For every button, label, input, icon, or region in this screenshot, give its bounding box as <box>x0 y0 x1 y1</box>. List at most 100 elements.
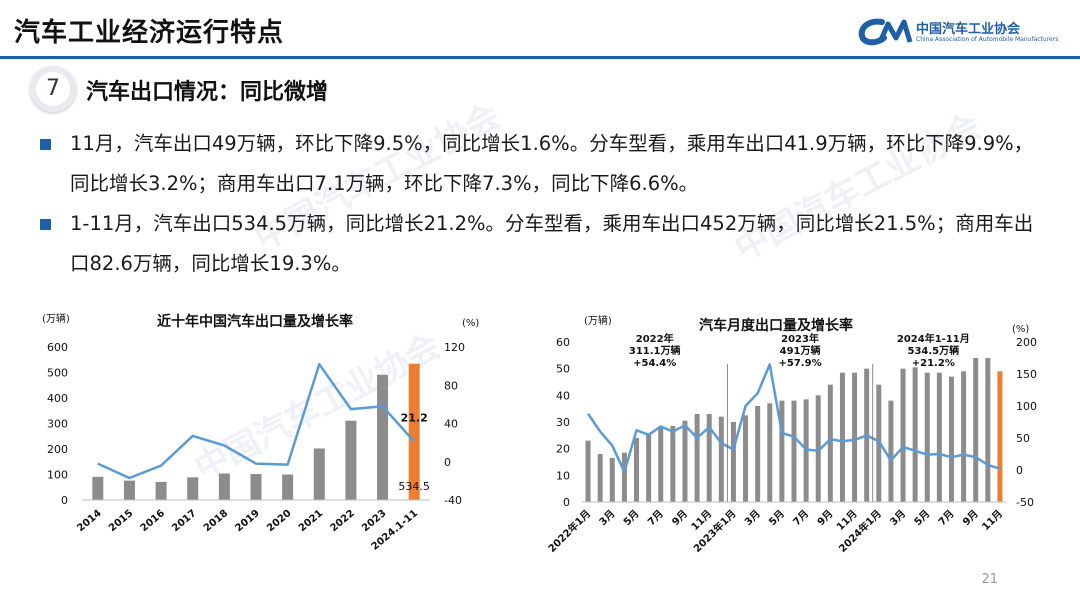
bar <box>658 427 664 502</box>
bar <box>218 473 230 500</box>
bar <box>155 481 167 500</box>
bar <box>730 422 736 502</box>
bar <box>755 406 761 502</box>
bar <box>827 384 833 502</box>
year-summary-annotation: 2024年1-11月 <box>897 332 970 345</box>
section-number: 7 <box>30 66 76 112</box>
caam-logo: 中国汽车工业协会 China Association of Automobile… <box>858 14 1058 48</box>
x-tick-label: 9月 <box>815 508 835 528</box>
highlight-bar <box>997 371 1003 502</box>
bar <box>791 400 797 502</box>
x-tick-label: 9月 <box>670 508 690 528</box>
bar <box>912 367 918 502</box>
bar-data-label: 534.5 <box>398 480 430 493</box>
y-tick-label: 0 <box>61 494 68 507</box>
x-tick-label: 5月 <box>621 508 641 528</box>
y2-axis-unit-label: (%) <box>1012 324 1029 335</box>
y-tick-label: 60 <box>556 336 570 349</box>
bar <box>585 440 591 502</box>
y2-tick-label: -40 <box>444 494 462 507</box>
y2-tick-label: 150 <box>1016 368 1037 381</box>
logo-name-cn: 中国汽车工业协会 <box>916 22 1021 37</box>
y2-tick-label: 80 <box>444 379 458 392</box>
y-axis-unit-label: (万辆) <box>584 314 612 327</box>
y-axis-unit-label: (万辆) <box>42 312 70 325</box>
bullet-text: 11月，汽车出口49万辆，环比下降9.5%，同比增长1.6%。分车型看，乘用车出… <box>70 132 1034 195</box>
y2-tick-label: 100 <box>1016 400 1037 413</box>
bar <box>852 372 858 502</box>
y-tick-label: 40 <box>556 389 570 402</box>
chart-title: 近十年中国汽车出口量及增长率 <box>157 313 353 330</box>
square-bullet-icon <box>40 219 51 230</box>
bar <box>767 403 773 502</box>
bar <box>597 454 603 502</box>
bar <box>706 414 712 502</box>
highlight-bar <box>408 363 420 500</box>
y-tick-label: 30 <box>556 416 570 429</box>
x-tick-label: 9月 <box>960 508 980 528</box>
year-summary-annotation: 2022年 <box>636 332 674 345</box>
bar <box>609 458 615 502</box>
bar <box>92 476 104 500</box>
bar <box>634 438 640 502</box>
growth-data-label: 21.2 <box>401 411 428 424</box>
x-tick-label: 2023 <box>360 508 388 534</box>
growth-rate-line <box>587 363 1001 474</box>
bar <box>839 372 845 502</box>
y-tick-label: 400 <box>47 392 68 405</box>
x-tick-label: 2019 <box>234 508 262 534</box>
y2-tick-label: 120 <box>444 341 465 354</box>
x-tick-label: 11月 <box>980 508 1005 533</box>
bar <box>682 420 688 502</box>
x-tick-label: 2020 <box>265 508 293 534</box>
header: 汽车工业经济运行特点 中国汽车工业协会 China Association of… <box>0 0 1080 59</box>
x-tick-label: 2022年1月 <box>545 507 593 555</box>
bullet-item: 1-11月，汽车出口534.5万辆，同比增长21.2%。分车型看，乘用车出口45… <box>38 204 1048 284</box>
bar <box>345 420 357 500</box>
y2-axis-unit-label: (%) <box>462 318 479 329</box>
bar <box>900 368 906 502</box>
bar <box>948 376 954 502</box>
bar <box>888 400 894 502</box>
x-tick-label: 2016 <box>139 508 167 534</box>
header-divider <box>0 56 1080 59</box>
y-tick-label: 500 <box>47 367 68 380</box>
bar <box>621 452 627 502</box>
bar <box>973 358 979 502</box>
y2-tick-label: 0 <box>1016 464 1023 477</box>
y-tick-label: 50 <box>556 363 570 376</box>
x-tick-label: 3月 <box>888 508 908 528</box>
x-tick-label: 7月 <box>791 508 811 528</box>
bar <box>779 400 785 502</box>
bar <box>743 415 749 502</box>
bar <box>282 474 294 500</box>
caam-logo-icon <box>858 18 913 46</box>
chart-title: 汽车月度出口量及增长率 <box>699 317 853 334</box>
y2-tick-label: -50 <box>1016 496 1034 509</box>
x-tick-label: 2014 <box>75 508 103 534</box>
page-title: 汽车工业经济运行特点 <box>14 18 285 48</box>
bar <box>694 414 700 502</box>
section-title: 汽车出口情况：同比微增 <box>86 80 329 105</box>
growth-rate-line <box>97 362 416 480</box>
y2-tick-label: 40 <box>444 418 458 431</box>
y2-tick-label: 200 <box>1016 336 1037 349</box>
x-tick-label: 3月 <box>597 508 617 528</box>
bar <box>670 426 676 502</box>
y-tick-label: 20 <box>556 443 570 456</box>
bullet-item: 11月，汽车出口49万辆，环比下降9.5%，同比增长1.6%。分车型看，乘用车出… <box>38 124 1048 204</box>
year-summary-annotation: +57.9% <box>779 358 822 369</box>
y-tick-label: 100 <box>47 469 68 482</box>
monthly-export-chart: 汽车月度出口量及增长率 (万辆) (%) 6050403020100200150… <box>545 314 1037 555</box>
bar <box>123 480 135 500</box>
x-tick-label: 2022 <box>328 508 356 534</box>
annual-export-chart: 近十年中国汽车出口量及增长率 (万辆) (%) 6005004003002001… <box>42 312 479 553</box>
bar <box>924 372 930 502</box>
square-bullet-icon <box>40 139 51 150</box>
x-tick-label: 2018 <box>202 508 230 534</box>
y-tick-label: 0 <box>563 496 570 509</box>
bar <box>377 374 389 500</box>
year-summary-annotation: 2023年 <box>781 332 819 345</box>
y-tick-label: 10 <box>556 469 570 482</box>
x-tick-label: 2017 <box>170 508 198 534</box>
